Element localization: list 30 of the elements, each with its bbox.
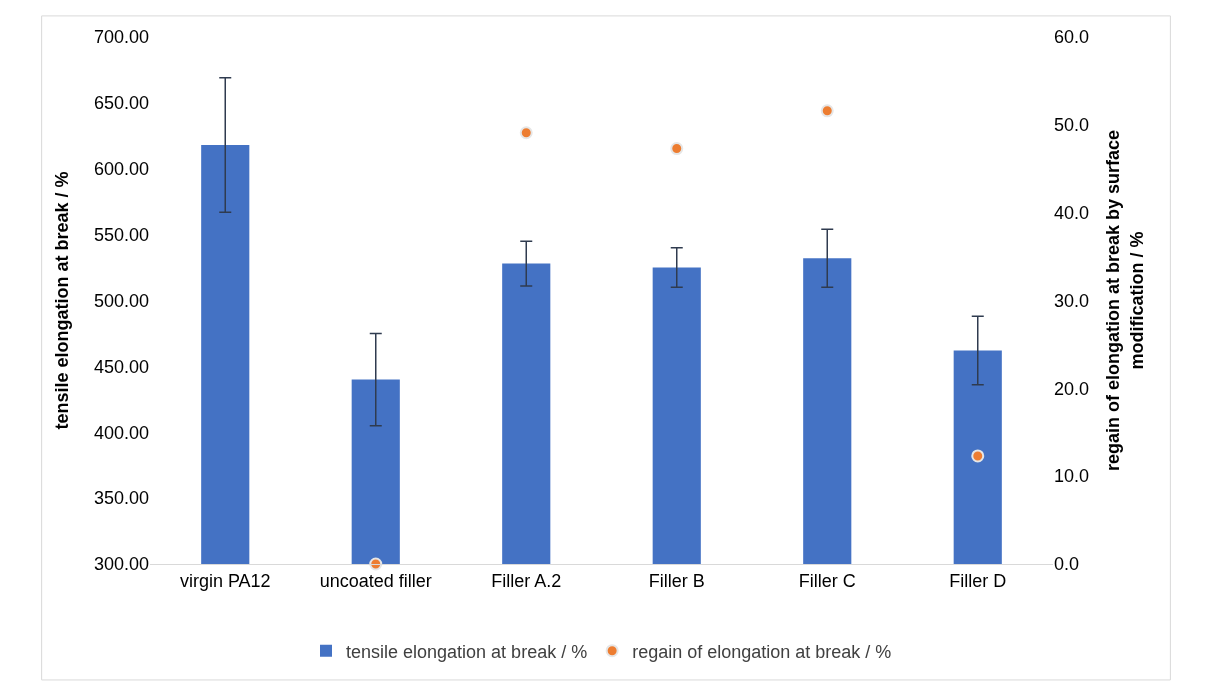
y-tick-label: 350.00 — [93, 488, 149, 509]
y2-tick-label: 10.0 — [1054, 466, 1090, 487]
y-tick-label: 500.00 — [93, 290, 149, 311]
point — [820, 104, 834, 118]
y2-tick-label: 20.0 — [1054, 378, 1090, 399]
y-tick-label: 450.00 — [93, 356, 149, 377]
y-tick-label: 400.00 — [93, 422, 149, 443]
x-tick-label: Filler A.2 — [491, 570, 562, 591]
y-tick-label: 650.00 — [93, 93, 149, 114]
x-tick-label: Filler D — [949, 570, 1007, 591]
y-tick-label: 700.00 — [93, 27, 149, 48]
point — [971, 449, 985, 463]
y-tick-label: 600.00 — [93, 159, 149, 180]
legend-label: tensile elongation at break / % — [346, 641, 588, 662]
point — [670, 142, 684, 156]
y2-tick-label: 50.0 — [1054, 115, 1090, 136]
legend-label: regain of elongation at break / % — [632, 641, 892, 662]
y-tick-label: 550.00 — [93, 224, 149, 245]
y-tick-label: 300.00 — [93, 554, 149, 575]
point — [519, 126, 533, 140]
x-tick-label: Filler C — [798, 570, 856, 591]
y-axis-title: tensile elongation at break / % — [52, 171, 73, 430]
x-tick-label: virgin PA12 — [179, 570, 271, 591]
x-tick-label: uncoated filler — [319, 570, 432, 591]
y2-tick-label: 0.0 — [1054, 554, 1080, 575]
y2-tick-label: 30.0 — [1054, 290, 1090, 311]
y2-axis-title: regain of elongation at break by surface modification / % — [1103, 129, 1147, 472]
x-tick-label: Filler B — [648, 570, 705, 591]
y2-tick-label: 40.0 — [1054, 202, 1090, 223]
y2-tick-label: 60.0 — [1054, 27, 1090, 48]
